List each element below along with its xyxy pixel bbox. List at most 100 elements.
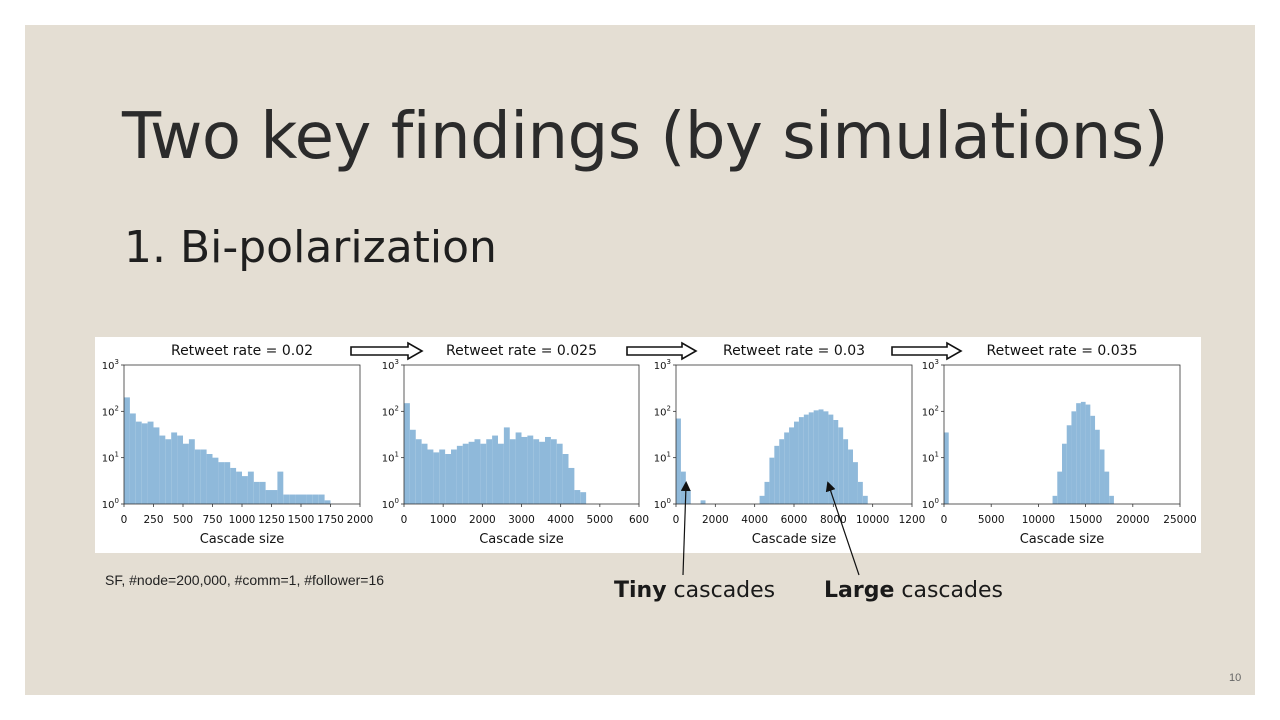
x-tick-label: 0 — [401, 514, 408, 526]
histogram-bar — [789, 427, 794, 504]
y-tick-label: 102 — [654, 404, 671, 418]
histogram-bar — [813, 410, 819, 504]
histogram-bar — [944, 432, 949, 504]
histogram-bar — [183, 443, 189, 504]
histogram-bar — [451, 449, 457, 504]
progression-arrow — [350, 341, 424, 361]
chart-title: Retweet rate = 0.03 — [723, 343, 865, 359]
histogram-bar — [1080, 401, 1086, 504]
x-axis-label: Cascade size — [479, 532, 564, 547]
chart-title: Retweet rate = 0.025 — [446, 343, 597, 359]
histogram-figure: Retweet rate = 0.02 Cascade size 0 250 500 75… — [95, 337, 1201, 553]
x-tick-label: 10000 — [856, 514, 889, 526]
x-tick-label: 600 — [629, 514, 649, 526]
y-tick-label: 101 — [922, 451, 939, 465]
x-tick-label: 0 — [673, 514, 680, 526]
histogram-bar — [1099, 449, 1105, 504]
histogram-bar — [533, 439, 540, 504]
tiny-bold: Tiny — [614, 578, 667, 603]
histogram-bar — [312, 494, 319, 504]
histogram-bar — [468, 441, 475, 504]
x-tick-label: 15000 — [1069, 514, 1102, 526]
y-tick-label: 103 — [102, 358, 119, 372]
y-tick-label: 100 — [102, 497, 119, 511]
histogram-bar — [194, 449, 201, 504]
y-tick-label: 103 — [922, 358, 939, 372]
histogram-bar — [236, 471, 242, 504]
simulation-caption: SF, #node=200,000, #comm=1, #follower=16 — [105, 572, 385, 588]
histogram-bar — [253, 481, 260, 504]
histogram-bar — [779, 439, 785, 504]
y-tick-label: 101 — [654, 451, 671, 465]
chart-title: Retweet rate = 0.035 — [987, 343, 1138, 359]
histogram-bar — [862, 495, 868, 504]
histogram-bar — [1095, 429, 1100, 504]
y-tick-label: 100 — [922, 497, 939, 511]
histogram-bar — [562, 453, 569, 504]
histogram-bar — [808, 412, 814, 504]
histogram-bar — [676, 418, 681, 504]
histogram-bar — [1085, 404, 1091, 504]
histogram-bar — [165, 439, 172, 504]
histogram-bar — [427, 449, 434, 504]
x-tick-label: 1000 — [430, 514, 457, 526]
histogram-bar — [206, 453, 213, 504]
large-arrow — [825, 481, 860, 576]
histogram-bar — [521, 436, 528, 504]
histogram-bar — [556, 443, 563, 504]
histogram-bar — [1076, 403, 1081, 504]
histogram-bar — [224, 462, 231, 504]
histogram-bar — [277, 471, 284, 504]
histogram-bar — [492, 435, 498, 504]
histogram-bar — [853, 462, 858, 504]
histogram-bar — [421, 443, 428, 504]
histogram-bar — [568, 467, 575, 504]
histogram-bar — [774, 445, 780, 504]
histogram-bar — [147, 421, 154, 504]
plot-frame — [943, 364, 1181, 505]
histogram-bar — [843, 439, 849, 504]
histogram-bar — [1104, 471, 1110, 504]
x-tick-label: 4000 — [547, 514, 574, 526]
x-tick-label: 1750 — [317, 514, 344, 526]
histogram-bar — [141, 423, 148, 504]
y-tick-label: 103 — [382, 358, 399, 372]
histogram-bar — [159, 435, 166, 504]
histogram-bar — [200, 449, 207, 504]
tiny-arrow — [680, 481, 691, 576]
x-tick-label: 5000 — [586, 514, 613, 526]
x-tick-label: 0 — [121, 514, 128, 526]
histogram-bar — [848, 449, 853, 504]
x-tick-label: 1250 — [258, 514, 285, 526]
y-tick-label: 101 — [382, 451, 399, 465]
histogram-bar — [828, 414, 834, 504]
histogram-bar — [271, 490, 278, 504]
large-cascades-label: Large cascades — [824, 578, 1003, 603]
histogram-bar — [486, 439, 493, 504]
histogram-bar — [318, 494, 325, 504]
histogram-bar — [784, 432, 790, 504]
histogram-panels: Retweet rate = 0.02 Cascade size 0 250 500 75… — [102, 341, 1197, 547]
histogram-bar — [498, 443, 504, 504]
large-bold: Large — [824, 578, 895, 603]
x-axis-label: Cascade size — [200, 532, 285, 547]
histogram-bar — [764, 481, 770, 504]
x-tick-label: 5000 — [978, 514, 1005, 526]
histogram-bar — [1052, 495, 1058, 504]
x-tick-label: 500 — [173, 514, 193, 526]
histogram-bar — [580, 492, 587, 504]
progression-arrow — [891, 341, 963, 361]
histogram-bar — [289, 494, 296, 504]
x-tick-label: 3000 — [508, 514, 535, 526]
histogram-bar — [135, 421, 142, 504]
histogram-bar — [794, 421, 799, 504]
histogram-bar — [1066, 425, 1072, 504]
histogram-bar — [409, 429, 416, 504]
histogram-bar — [188, 439, 195, 504]
histogram-bar — [503, 427, 510, 504]
histogram-bar — [230, 467, 237, 504]
histogram-bar — [177, 435, 183, 504]
histogram-bar — [212, 457, 219, 504]
histogram-bar — [259, 481, 266, 504]
histogram-bar — [515, 432, 522, 504]
